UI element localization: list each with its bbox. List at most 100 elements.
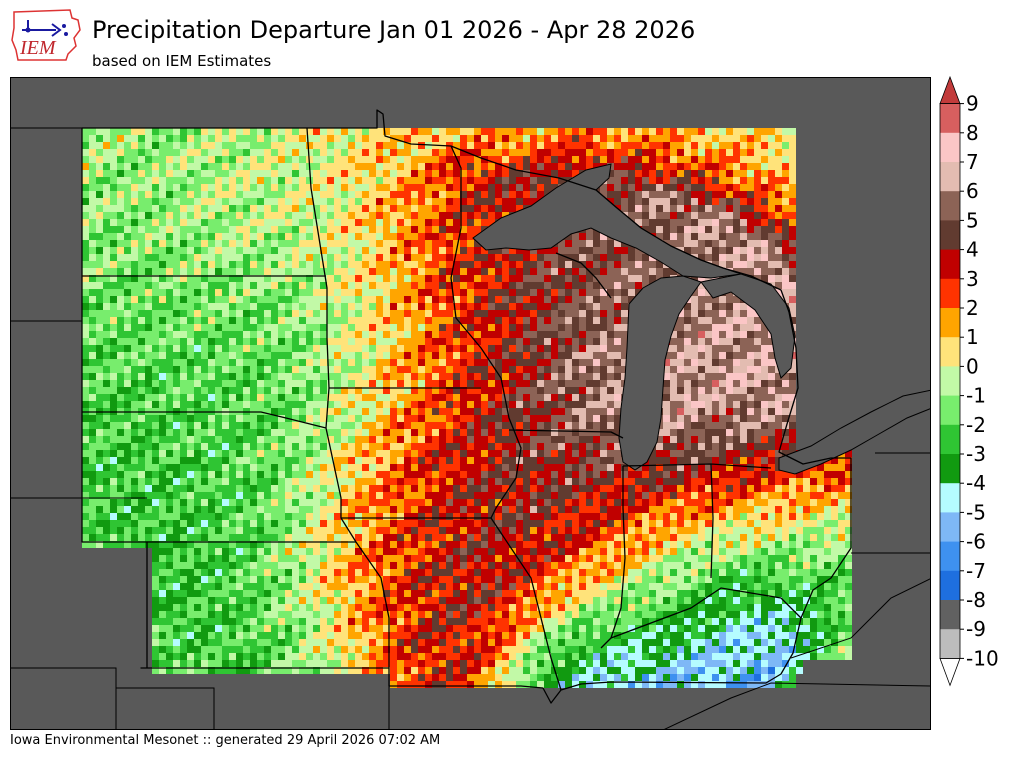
precip-cell (201, 464, 208, 471)
precip-cell (719, 156, 726, 163)
precip-cell (740, 261, 747, 268)
precip-cell (334, 163, 341, 170)
precip-cell (299, 436, 306, 443)
precip-cell (768, 380, 775, 387)
precip-cell (705, 219, 712, 226)
precip-cell (327, 394, 334, 401)
precip-cell (698, 436, 705, 443)
precip-cell (712, 219, 719, 226)
precip-cell (250, 247, 257, 254)
precip-cell (278, 317, 285, 324)
precip-cell (313, 366, 320, 373)
precip-cell (201, 380, 208, 387)
precip-cell (236, 268, 243, 275)
precip-cell (208, 233, 215, 240)
precip-cell (292, 310, 299, 317)
precip-cell (278, 177, 285, 184)
precip-cell (712, 198, 719, 205)
precip-cell (509, 296, 516, 303)
precip-cell (432, 429, 439, 436)
precip-cell (614, 338, 621, 345)
precip-cell (502, 324, 509, 331)
precip-cell (180, 317, 187, 324)
precip-cell (222, 226, 229, 233)
precip-cell (775, 149, 782, 156)
precip-cell (460, 387, 467, 394)
precip-cell (516, 464, 523, 471)
precip-cell (187, 450, 194, 457)
precip-cell (320, 177, 327, 184)
precip-cell (663, 436, 670, 443)
precip-cell (390, 457, 397, 464)
precip-cell (117, 394, 124, 401)
precip-cell (544, 303, 551, 310)
precip-cell (488, 268, 495, 275)
precip-cell (166, 156, 173, 163)
precip-cell (383, 436, 390, 443)
precip-cell (292, 352, 299, 359)
precip-cell (586, 338, 593, 345)
precip-cell (243, 163, 250, 170)
precip-cell (341, 387, 348, 394)
precip-cell (691, 226, 698, 233)
precip-cell (481, 457, 488, 464)
precip-cell (292, 226, 299, 233)
precip-cell (579, 422, 586, 429)
precip-cell (600, 436, 607, 443)
precip-cell (418, 464, 425, 471)
precip-cell (705, 177, 712, 184)
precip-cell (495, 422, 502, 429)
precip-cell (474, 282, 481, 289)
precip-cell (152, 247, 159, 254)
precip-cell (432, 310, 439, 317)
precip-cell (362, 324, 369, 331)
precip-cell (355, 261, 362, 268)
precip-cell (733, 254, 740, 261)
precip-cell (376, 198, 383, 205)
precip-cell (145, 317, 152, 324)
precip-cell (376, 331, 383, 338)
precip-cell (376, 429, 383, 436)
precip-cell (411, 373, 418, 380)
precip-cell (572, 289, 579, 296)
precip-cell (775, 247, 782, 254)
precip-cell (684, 128, 691, 135)
precip-cell (453, 219, 460, 226)
precip-cell (768, 226, 775, 233)
precip-cell (418, 233, 425, 240)
precip-cell (215, 156, 222, 163)
precip-cell (691, 296, 698, 303)
precip-cell (719, 128, 726, 135)
precip-cell (733, 212, 740, 219)
precip-cell (782, 233, 789, 240)
precip-cell (572, 401, 579, 408)
precip-cell (705, 415, 712, 422)
precip-cell (439, 366, 446, 373)
precip-cell (215, 450, 222, 457)
precip-cell (334, 373, 341, 380)
precip-cell (649, 135, 656, 142)
precip-cell (320, 128, 327, 135)
precip-cell (600, 331, 607, 338)
precip-cell (537, 254, 544, 261)
precip-cell (537, 310, 544, 317)
precip-cell (278, 254, 285, 261)
precip-cell (292, 198, 299, 205)
precip-cell (89, 303, 96, 310)
precip-cell (761, 331, 768, 338)
precip-cell (376, 261, 383, 268)
precip-cell (614, 254, 621, 261)
precip-cell (369, 345, 376, 352)
precip-cell (194, 450, 201, 457)
precip-cell (698, 275, 705, 282)
precip-cell (229, 163, 236, 170)
precip-cell (460, 142, 467, 149)
precip-cell (586, 408, 593, 415)
precip-cell (201, 205, 208, 212)
precip-cell (334, 359, 341, 366)
precip-cell (642, 191, 649, 198)
precip-cell (733, 338, 740, 345)
precip-cell (250, 464, 257, 471)
precip-cell (117, 226, 124, 233)
precip-cell (432, 135, 439, 142)
